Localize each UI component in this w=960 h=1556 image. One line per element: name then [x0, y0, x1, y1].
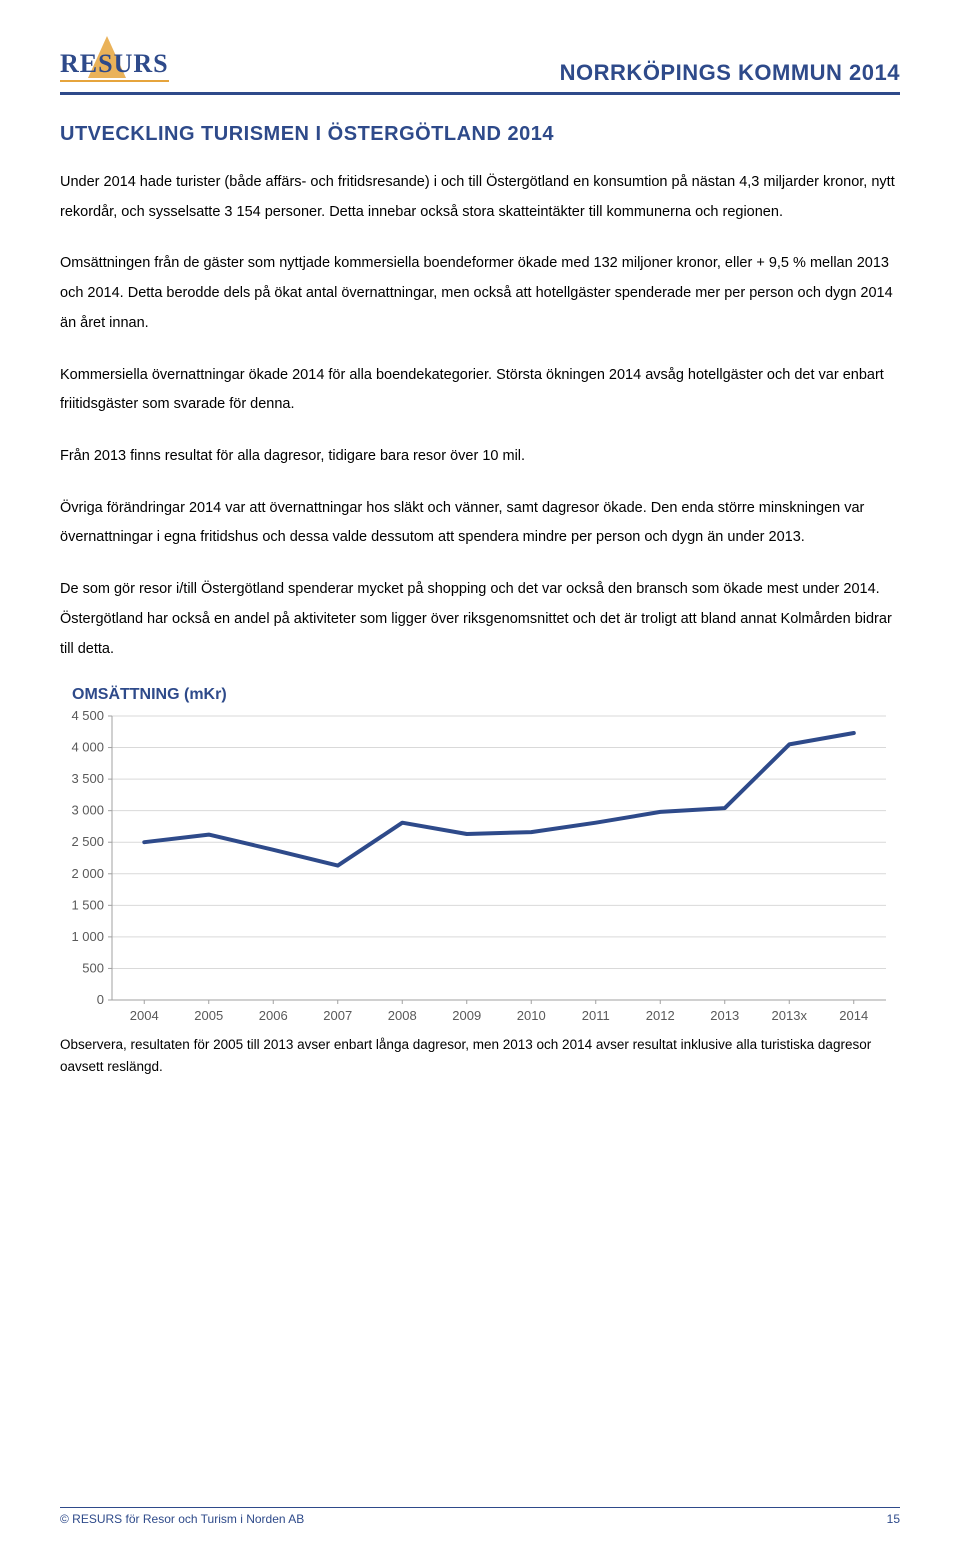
svg-text:2013x: 2013x	[772, 1008, 808, 1023]
svg-text:2012: 2012	[646, 1008, 675, 1023]
svg-text:2006: 2006	[259, 1008, 288, 1023]
svg-text:1 000: 1 000	[71, 929, 104, 944]
paragraph: Kommersiella övernattningar ökade 2014 f…	[60, 361, 900, 420]
svg-text:2005: 2005	[194, 1008, 223, 1023]
svg-text:2007: 2007	[323, 1008, 352, 1023]
page-heading: UTVECKLING TURISMEN I ÖSTERGÖTLAND 2014	[60, 123, 900, 146]
svg-text:4 000: 4 000	[71, 740, 104, 755]
logo: RESURS	[60, 40, 169, 90]
footer-left: © RESURS för Resor och Turism i Norden A…	[60, 1512, 304, 1526]
svg-text:2009: 2009	[452, 1008, 481, 1023]
svg-text:4 500: 4 500	[71, 710, 104, 723]
svg-text:500: 500	[82, 961, 104, 976]
paragraph: Från 2013 finns resultat för alla dagres…	[60, 442, 900, 472]
logo-text: RESURS	[60, 49, 169, 82]
svg-text:2013: 2013	[710, 1008, 739, 1023]
paragraph: Övriga förändringar 2014 var att övernat…	[60, 494, 900, 553]
chart-note: Observera, resultaten för 2005 till 2013…	[60, 1034, 900, 1077]
svg-text:0: 0	[97, 992, 104, 1007]
svg-text:2 000: 2 000	[71, 866, 104, 881]
page-footer: © RESURS för Resor och Turism i Norden A…	[60, 1507, 900, 1526]
svg-text:2008: 2008	[388, 1008, 417, 1023]
page-header: RESURS NORRKÖPINGS KOMMUN 2014	[60, 40, 900, 95]
paragraph: De som gör resor i/till Östergötland spe…	[60, 575, 900, 664]
document-title: NORRKÖPINGS KOMMUN 2014	[560, 60, 900, 90]
svg-text:2011: 2011	[582, 1008, 610, 1023]
svg-text:2014: 2014	[839, 1008, 868, 1023]
svg-text:2010: 2010	[517, 1008, 546, 1023]
svg-text:1 500: 1 500	[71, 898, 104, 913]
svg-text:3 500: 3 500	[71, 771, 104, 786]
paragraph: Under 2014 hade turister (både affärs- o…	[60, 168, 900, 227]
paragraph: Omsättningen från de gäster som nyttjade…	[60, 249, 900, 338]
svg-text:2 500: 2 500	[71, 835, 104, 850]
line-chart-svg: 0 500 1 000 1 500 2 000 2 500 3 000 3 500 4 000 4…	[60, 710, 900, 1030]
body-text: Under 2014 hade turister (både affärs- o…	[60, 168, 900, 664]
svg-text:3 000: 3 000	[71, 803, 104, 818]
svg-text:2004: 2004	[130, 1008, 159, 1023]
chart-title: OMSÄTTNING (mKr)	[72, 686, 900, 704]
revenue-chart: OMSÄTTNING (mKr) 0 500 1 000 1 500 2 000 2 50…	[60, 686, 900, 1077]
page-number: 15	[887, 1512, 900, 1526]
